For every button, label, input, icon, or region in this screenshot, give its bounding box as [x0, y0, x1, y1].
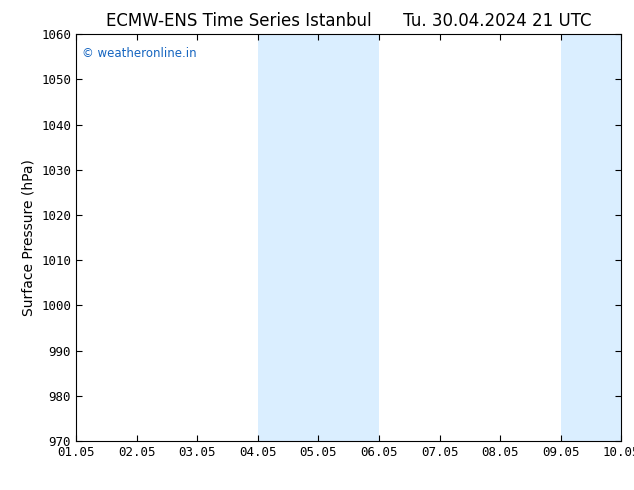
Title: ECMW-ENS Time Series Istanbul      Tu. 30.04.2024 21 UTC: ECMW-ENS Time Series Istanbul Tu. 30.04.… — [106, 12, 592, 30]
Bar — [560, 34, 634, 441]
Y-axis label: Surface Pressure (hPa): Surface Pressure (hPa) — [22, 159, 36, 316]
Text: © weatheronline.in: © weatheronline.in — [82, 47, 196, 59]
Bar — [258, 34, 379, 441]
